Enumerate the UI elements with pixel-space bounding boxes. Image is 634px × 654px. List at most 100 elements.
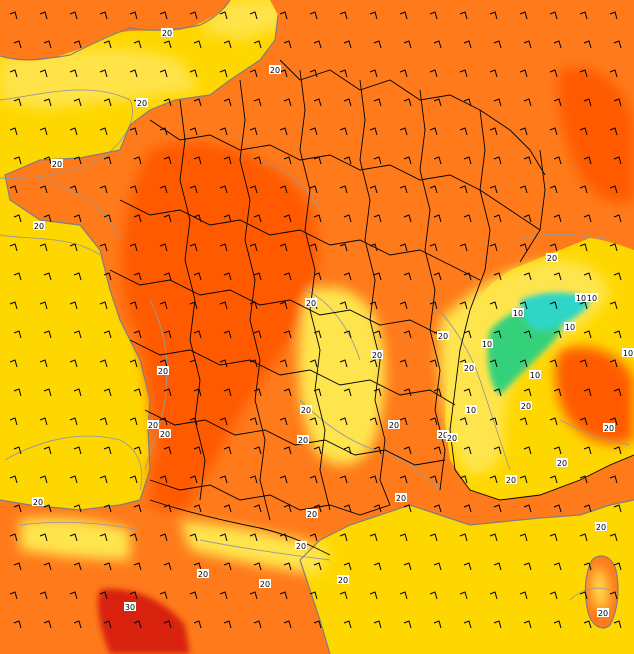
- wind-barb-icon: [189, 127, 198, 136]
- wind-barb-icon: [69, 243, 78, 252]
- wind-barb-icon: [399, 417, 408, 426]
- wind-barb-icon: [613, 620, 622, 629]
- wind-barb-icon: [429, 533, 438, 542]
- contour-label-text: 20: [198, 570, 208, 579]
- contour-labels: 2020202020202020202020202020202020202020…: [32, 28, 634, 618]
- wind-barb-icon: [43, 504, 52, 513]
- wind-barb-icon: [613, 214, 622, 223]
- temperature-shading: [20, 68, 634, 611]
- wind-barb-icon: [99, 359, 108, 368]
- wind-barb-icon: [403, 272, 412, 281]
- wind-barb-icon: [373, 388, 382, 397]
- wind-barb-icon: [9, 11, 18, 20]
- wind-barb-icon: [459, 69, 468, 78]
- wind-barb-icon: [103, 562, 112, 571]
- wind-barb-icon: [163, 214, 172, 223]
- wind-barb-icon: [369, 417, 378, 426]
- wind-barb-icon: [399, 591, 408, 600]
- wind-barb-icon: [163, 620, 172, 629]
- wind-barb-icon: [13, 446, 22, 455]
- wind-barb-icon: [463, 40, 472, 49]
- wind-barb-icon: [403, 40, 412, 49]
- wind-barb-icon: [549, 359, 558, 368]
- wind-barb-icon: [373, 272, 382, 281]
- wind-barb-icon: [339, 127, 348, 136]
- wind-barb-icon: [399, 127, 408, 136]
- wind-barb-icon: [73, 446, 82, 455]
- wind-barb-icon: [189, 475, 198, 484]
- wind-barb-icon: [553, 446, 562, 455]
- wind-barb-icon: [43, 330, 52, 339]
- contour-label-gulf: 20: [295, 541, 307, 551]
- wind-barb-icon: [219, 475, 228, 484]
- wind-barb-icon: [583, 40, 592, 49]
- contour-label-text: 20: [372, 351, 382, 360]
- wind-barb-icon: [253, 388, 262, 397]
- wind-barb-icon: [493, 504, 502, 513]
- wind-barb-icon: [253, 272, 262, 281]
- wind-barb-icon: [373, 504, 382, 513]
- wind-barb-icon: [403, 562, 412, 571]
- wind-barb-icon: [463, 620, 472, 629]
- wind-barb-icon: [523, 214, 532, 223]
- wind-barb-icon: [373, 620, 382, 629]
- wind-barb-icon: [39, 185, 48, 194]
- wind-barb-icon: [39, 127, 48, 136]
- wind-barb-icon: [309, 127, 318, 136]
- contour-label-landes: 20: [159, 429, 171, 439]
- wind-barb-icon: [523, 620, 532, 629]
- wind-barb-icon: [223, 156, 232, 165]
- wind-barb-icon: [219, 591, 228, 600]
- wind-barb-icon: [463, 214, 472, 223]
- wind-barb-icon: [129, 243, 138, 252]
- wind-barb-icon: [9, 475, 18, 484]
- wind-barb-icon: [369, 243, 378, 252]
- wind-barb-icon: [403, 388, 412, 397]
- wind-barb-icon: [613, 40, 622, 49]
- wind-barb-icon: [549, 185, 558, 194]
- wind-barb-icon: [249, 533, 258, 542]
- wind-barb-icon: [159, 301, 168, 310]
- wind-barb-icon: [459, 417, 468, 426]
- wind-barb-icon: [253, 214, 262, 223]
- wind-barb-icon: [159, 69, 168, 78]
- contour-label-swiss: 20: [603, 423, 615, 433]
- wind-barb-icon: [313, 214, 322, 223]
- contour-label-text: 20: [306, 299, 316, 308]
- wind-barb-icon: [283, 156, 292, 165]
- wind-barb-icon: [69, 69, 78, 78]
- contour-label-text: 20: [464, 364, 474, 373]
- wind-barb-icon: [159, 185, 168, 194]
- wind-barb-icon: [553, 156, 562, 165]
- wind-barb-icon: [99, 185, 108, 194]
- wind-barb-icon: [343, 98, 352, 107]
- wind-barb-icon: [73, 504, 82, 513]
- wind-barb-icon: [399, 185, 408, 194]
- wind-barb-icon: [129, 475, 138, 484]
- contour-label-alps-10d: 10: [564, 322, 576, 332]
- contour-label-gironde: 20: [147, 420, 159, 430]
- wind-barb-icon: [253, 156, 262, 165]
- wind-barb-icon: [99, 69, 108, 78]
- contour-label-channel: 20: [161, 28, 173, 38]
- wind-barb-icon: [463, 388, 472, 397]
- wind-barb-icon: [609, 301, 618, 310]
- contour-label-massif-c: 20: [300, 405, 312, 415]
- contour-label-text: 10: [587, 294, 597, 303]
- wind-barb-icon: [223, 214, 232, 223]
- wind-barb-icon: [283, 330, 292, 339]
- wind-barb-icon: [9, 359, 18, 368]
- contour-label-alps-10g: 10: [465, 405, 477, 415]
- wind-barb-icon: [249, 475, 258, 484]
- wind-barb-icon: [343, 504, 352, 513]
- wind-barb-icon: [519, 11, 528, 20]
- wind-barb-icon: [249, 11, 258, 20]
- contour-label-text: 20: [148, 421, 158, 430]
- wind-barb-icon: [279, 243, 288, 252]
- wind-barb-icon: [163, 98, 172, 107]
- contour-label-text: 20: [296, 542, 306, 551]
- wind-barb-icon: [253, 40, 262, 49]
- wind-barb-icon: [13, 562, 22, 571]
- wind-barb-icon: [463, 156, 472, 165]
- wind-barb-icon: [43, 562, 52, 571]
